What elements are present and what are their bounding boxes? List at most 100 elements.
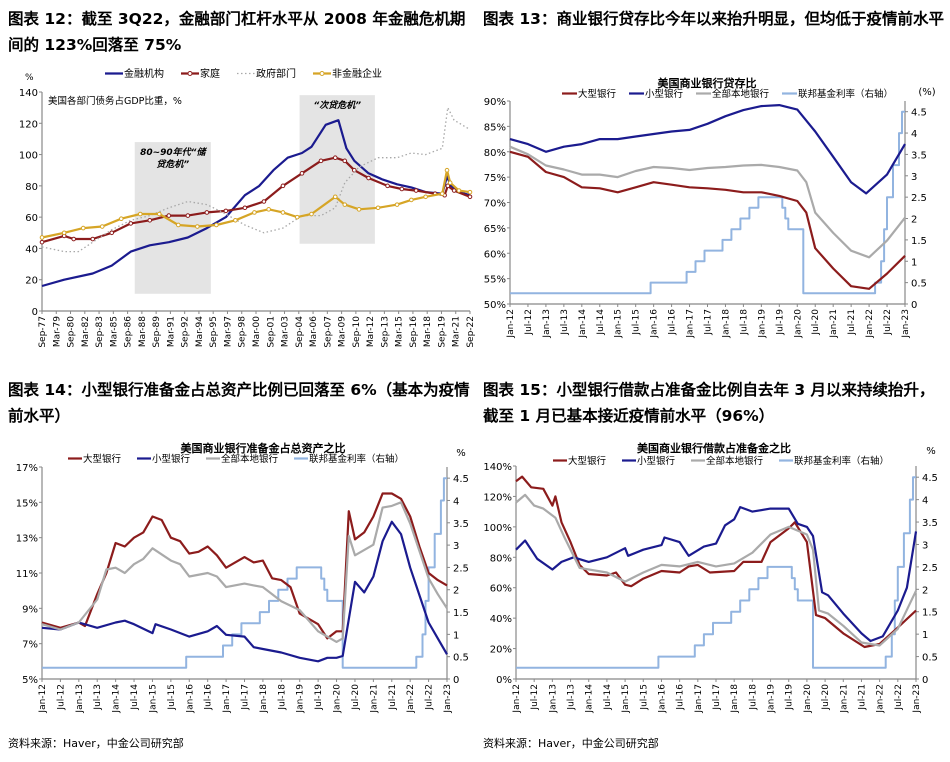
y2-tick-label: 2.5 <box>453 563 469 574</box>
x-tick-label: Jan-12 <box>38 684 48 714</box>
x-tick-label: Jan-19 <box>296 684 306 714</box>
legend-label: 政府部门 <box>256 67 296 80</box>
y2-tick-label: 4.5 <box>453 474 469 485</box>
series-marker <box>356 207 362 212</box>
x-tick-label: Jan-13 <box>542 309 552 339</box>
y2-tick-label: 0.5 <box>911 279 927 290</box>
y-tick-label: 0 <box>32 307 38 318</box>
series-line <box>516 476 916 669</box>
chart-annotation: 美国各部门债务占GDP比重，% <box>48 95 182 107</box>
series-marker <box>185 213 191 218</box>
y2-tick-label: 2 <box>922 585 928 596</box>
y-tick-label: 140% <box>483 462 512 473</box>
shaded-period-label: “次贷危机” <box>313 100 361 111</box>
y2-tick-label: 4 <box>922 496 928 507</box>
series-marker <box>90 236 96 242</box>
x-tick-label: Mar-15 <box>395 316 405 347</box>
y-tick-label: 0% <box>496 675 512 686</box>
x-tick-label: Jul-22 <box>894 684 904 711</box>
x-tick-label: Mar-97 <box>223 316 233 347</box>
y2-tick-label: 1.5 <box>453 608 469 619</box>
y-tick-label: 7% <box>22 640 38 651</box>
x-tick-label: Jan-19 <box>767 684 777 714</box>
series-marker <box>109 230 115 236</box>
series-line <box>41 520 448 663</box>
chart-3: 5% 7% 9% 11% 13% 15% 17% 0 0.5 1 1.5 2 2.5 3 3.5 4 4.5 Ja… <box>16 441 469 714</box>
series-marker <box>80 225 86 231</box>
series-marker <box>309 211 314 217</box>
x-tick-label: Jan-17 <box>222 684 232 714</box>
series-marker <box>409 197 414 203</box>
x-tick-label: Jul-19 <box>775 309 785 336</box>
y-tick-label: 60 <box>25 213 38 224</box>
x-tick-label: Jan-18 <box>721 309 731 339</box>
legend-label: 小型银行 <box>645 88 684 100</box>
legend-label: 非金融企业 <box>332 67 382 80</box>
y-tick-label: 140 <box>19 88 38 99</box>
x-tick-label: Mar-12 <box>366 316 376 347</box>
y-tick-label: 70% <box>484 199 506 210</box>
legend-label: 联邦基金利率（右轴） <box>309 453 404 465</box>
series-marker <box>71 236 77 242</box>
x-tick-label: Jan-17 <box>694 684 704 714</box>
y2-axis-unit: % <box>456 448 466 459</box>
series-marker <box>366 175 371 181</box>
y-tick-label: 55% <box>484 275 506 286</box>
x-tick-label: Jan-15 <box>148 684 158 714</box>
x-tick-label: Mar-94 <box>195 316 205 347</box>
series-marker <box>332 194 338 200</box>
y-axis-unit: % <box>25 73 34 83</box>
series-line <box>510 110 905 295</box>
x-tick-label: Jan-16 <box>650 309 660 339</box>
y-tick-label: 13% <box>16 534 38 545</box>
x-tick-label: Jul-19 <box>314 684 324 711</box>
y-tick-label: 15% <box>16 498 38 509</box>
y-tick-label: 17% <box>16 463 38 474</box>
x-tick-label: Jul-17 <box>712 684 722 711</box>
y-tick-label: 85% <box>484 122 506 133</box>
source-note-right: 资料来源：Haver，中金公司研究部 <box>483 737 659 750</box>
x-tick-label: Mar-88 <box>138 316 148 347</box>
series-marker <box>444 167 450 173</box>
series-line <box>509 150 906 290</box>
series-marker <box>39 235 45 240</box>
x-tick-label: Sep-83 <box>95 316 105 348</box>
x-tick-label: Sep-92 <box>181 316 191 348</box>
x-tick-label: Sep-98 <box>238 316 248 348</box>
x-tick-label: Jul-12 <box>530 684 540 711</box>
series-line <box>515 493 917 647</box>
x-tick-label: Jan-13 <box>548 684 558 714</box>
series-marker <box>166 213 172 218</box>
x-tick-label: Jul-14 <box>130 684 140 711</box>
series-marker <box>413 188 419 193</box>
x-tick-label: Jan-23 <box>912 684 922 714</box>
chart-title: 美国商业银行贷存比 <box>658 76 757 90</box>
x-tick-label: Jul-18 <box>739 309 749 336</box>
x-tick-label: Jul-16 <box>676 684 686 711</box>
y2-tick-label: 4.5 <box>922 473 938 484</box>
y-tick-label: 100 <box>19 151 38 162</box>
x-tick-label: Jan-18 <box>730 684 740 714</box>
x-tick-label: Sep-13 <box>380 316 390 348</box>
x-tick-label: Jan-22 <box>406 684 416 714</box>
x-tick-label: Sep-07 <box>323 316 333 348</box>
y2-tick-label: 2 <box>911 215 917 226</box>
x-tick-label: Mar-21 <box>452 316 462 347</box>
series-marker <box>439 191 445 196</box>
x-tick-label: Jul-13 <box>93 684 103 711</box>
legend-label: 全部本地银行 <box>706 455 764 467</box>
y2-tick-label: 1.5 <box>922 608 938 619</box>
y-tick-label: 5% <box>22 675 38 686</box>
x-tick-label: Jan-12 <box>512 684 522 714</box>
x-tick-label: Jan-18 <box>259 684 269 714</box>
y2-tick-label: 0 <box>453 675 459 686</box>
series-marker <box>61 230 67 236</box>
y2-tick-label: 1 <box>911 257 917 268</box>
shaded-period <box>134 142 211 294</box>
y2-axis-unit: % <box>926 446 936 457</box>
series-marker <box>375 205 381 211</box>
x-tick-label: Jul-18 <box>277 684 287 711</box>
series-marker <box>118 216 124 222</box>
